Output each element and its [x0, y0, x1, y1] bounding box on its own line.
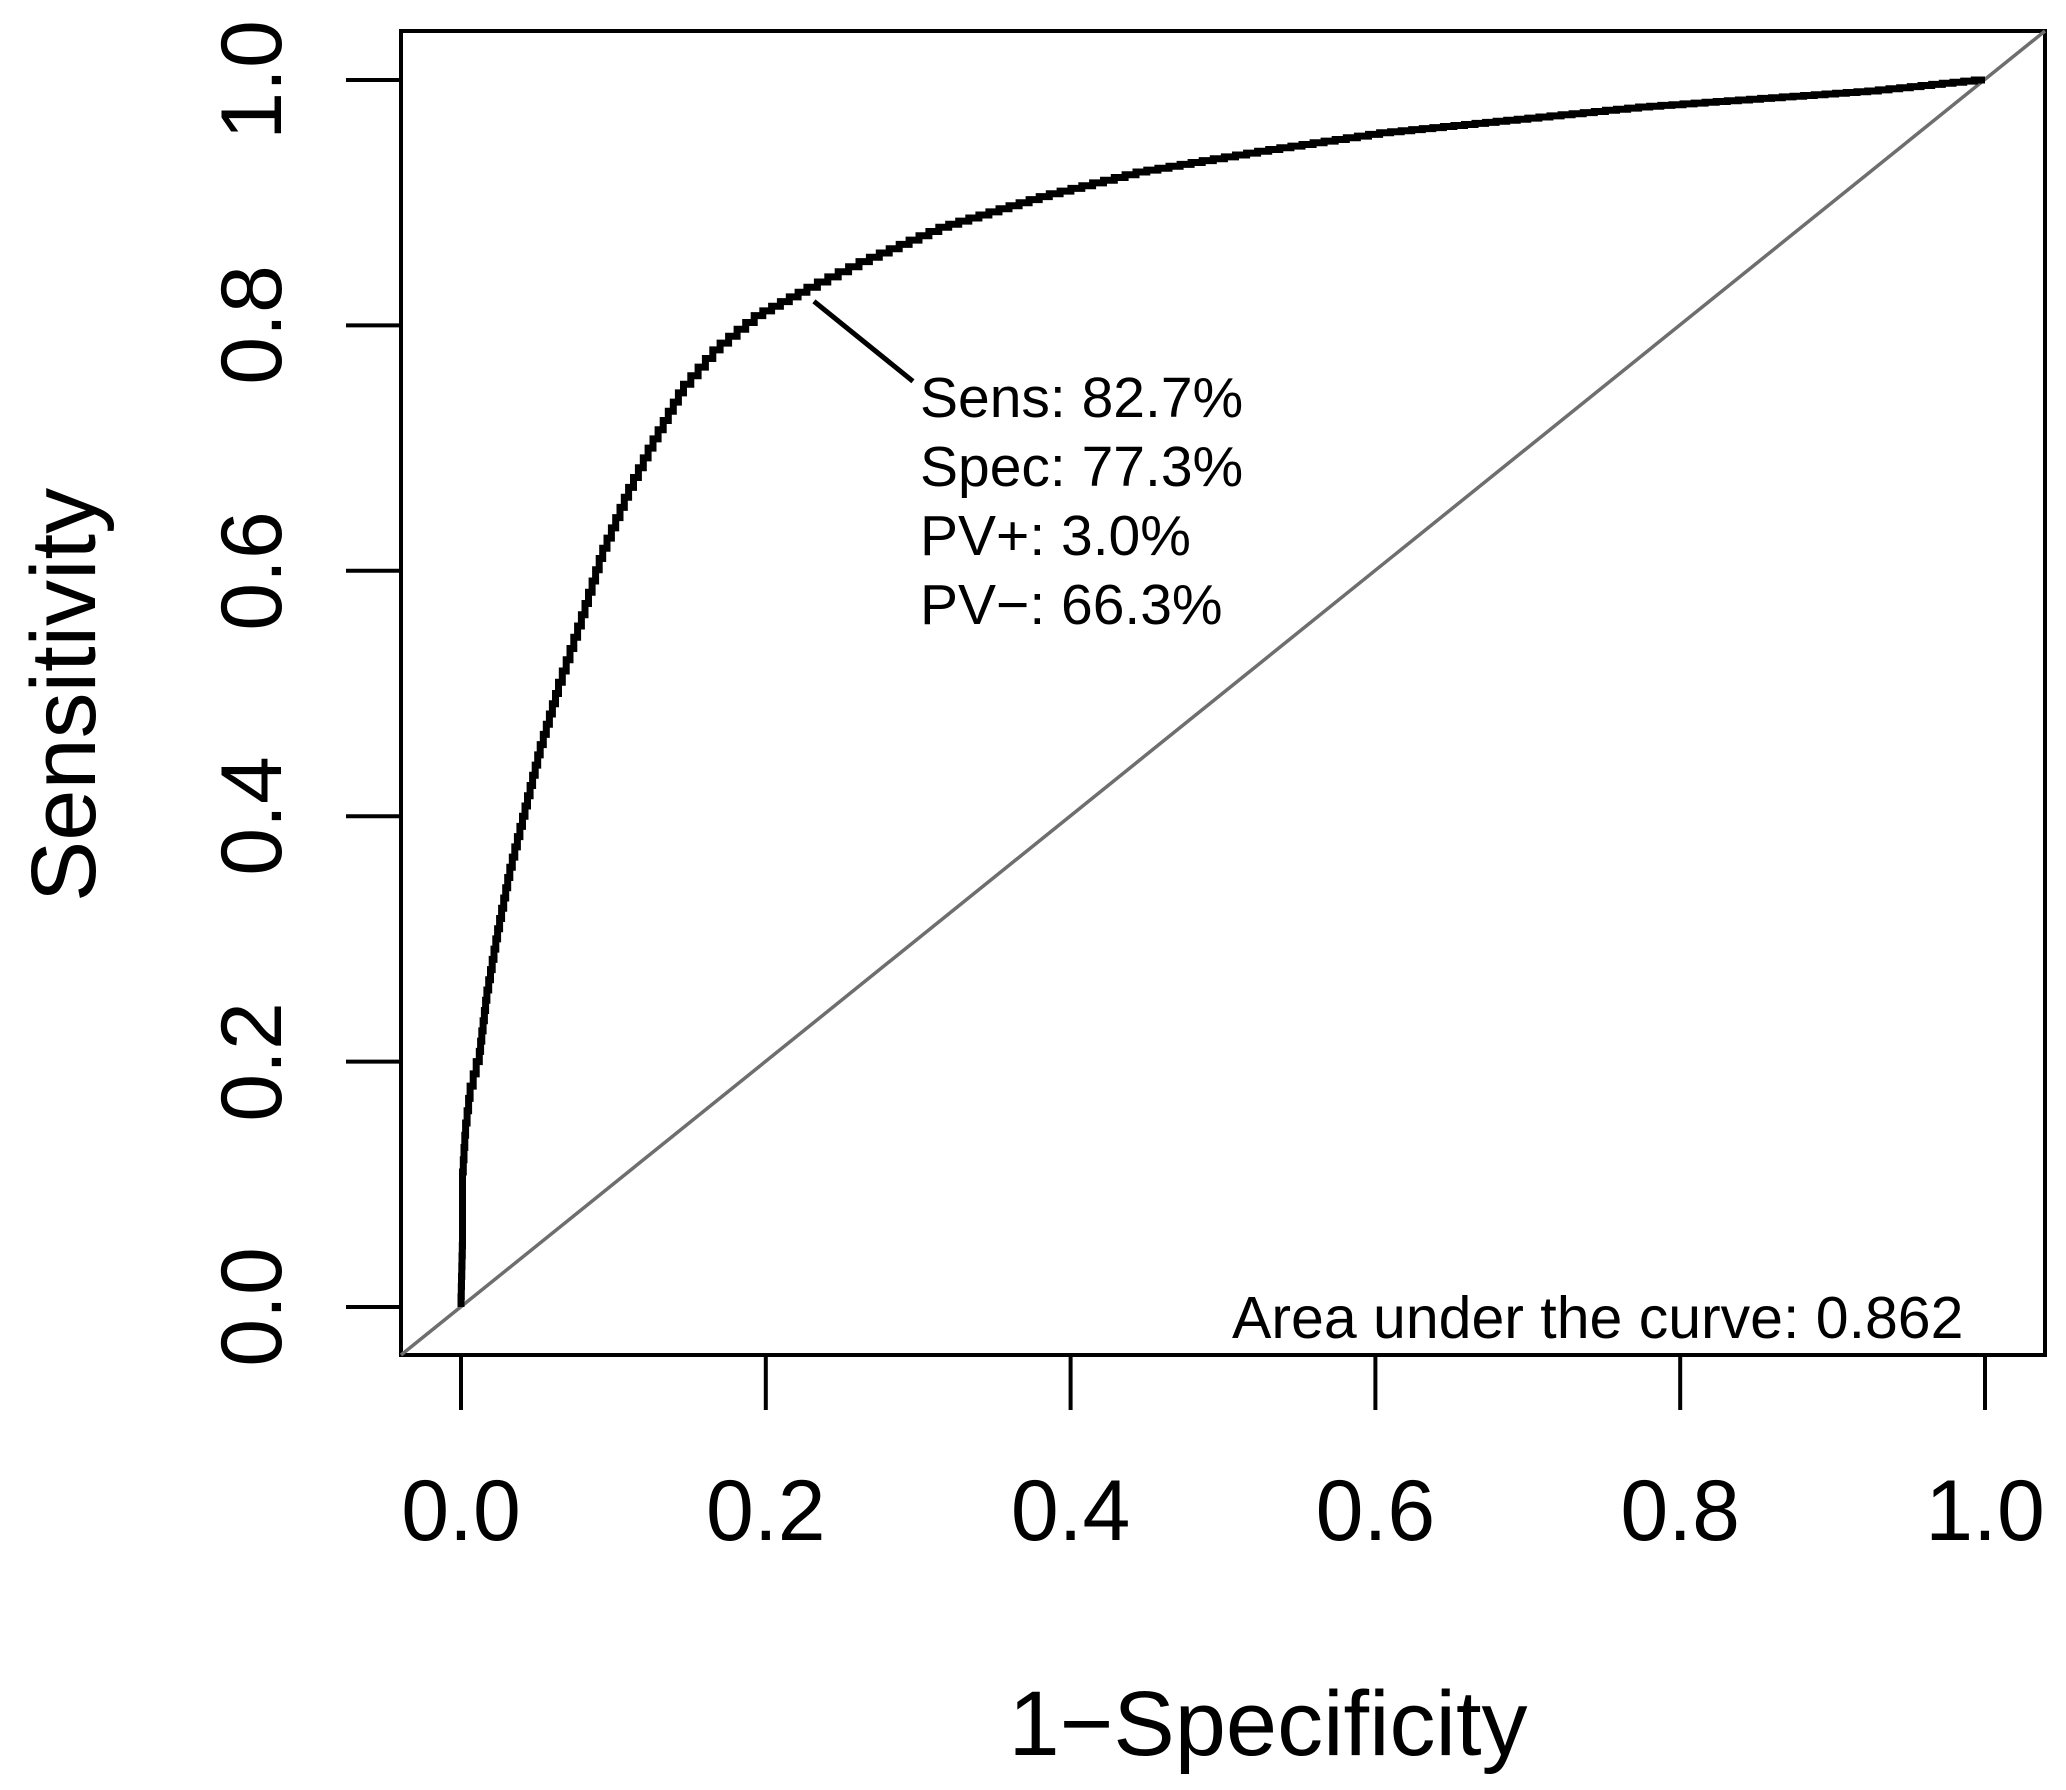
x-tick-label: 0.8 — [1620, 1463, 1740, 1559]
x-tick-label: 0.2 — [706, 1463, 826, 1559]
y-tick-label: 0.4 — [204, 756, 300, 876]
y-tick-label: 0.6 — [204, 511, 300, 631]
annotation-line-spec: Spec: 77.3% — [920, 435, 1244, 499]
threshold-annotation: Sens: 82.7% Spec: 77.3% PV+: 3.0% PV−: 6… — [920, 364, 1243, 640]
x-tick-label: 1.0 — [1925, 1463, 2045, 1559]
roc-curve — [457, 76, 1985, 1307]
x-tick-label: 0.4 — [1010, 1463, 1131, 1559]
auc-label: Area under the curve: 0.862 — [1232, 1285, 1964, 1351]
annotation-line-ppv: PV+: 3.0% — [920, 504, 1191, 568]
chance-diagonal-line — [399, 29, 2047, 1357]
y-tick-label: 0.2 — [204, 1001, 300, 1122]
y-tick-label: 1.0 — [204, 20, 300, 140]
annotation-line-npv: PV−: 66.3% — [920, 573, 1223, 637]
x-tick-label: 0.6 — [1315, 1463, 1436, 1559]
annotation-pointer-line — [812, 299, 915, 384]
annotation-line-sens: Sens: 82.7% — [920, 366, 1244, 430]
x-tick-label: 0.0 — [401, 1463, 521, 1559]
y-axis-title: Sensitivity — [13, 487, 115, 903]
y-tick-label: 0.8 — [204, 265, 300, 386]
y-tick-label: 0.0 — [204, 1247, 300, 1367]
x-axis-title: 1−Specificity — [1008, 1673, 1528, 1775]
plot-frame — [399, 29, 2047, 1357]
